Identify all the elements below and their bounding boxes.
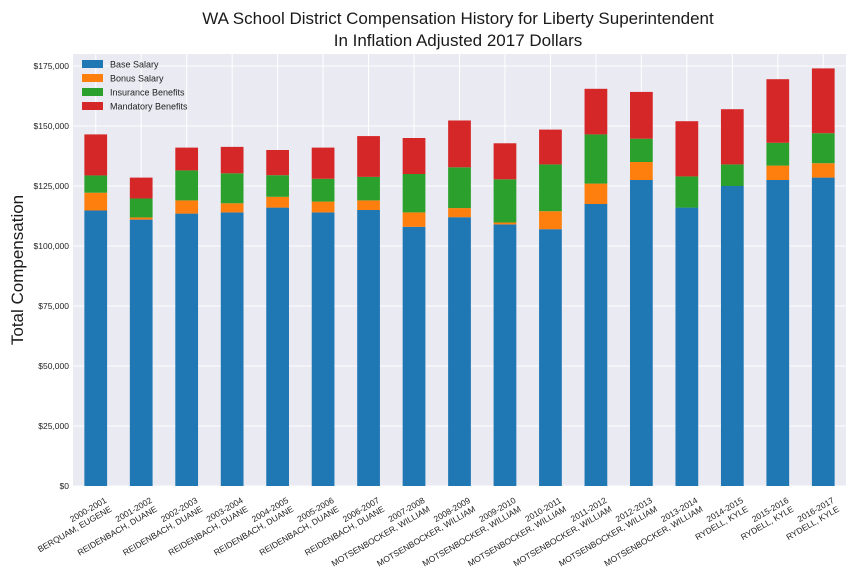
bar-mandatory-benefits-11 bbox=[584, 88, 608, 135]
y-axis-ticks: $0 $25,000 $50,000 $75,000 $100,000 $125,000 $… bbox=[34, 61, 70, 491]
bar-insurance-benefits-6 bbox=[357, 176, 380, 201]
bar-base-salary-10 bbox=[539, 229, 562, 486]
bar-base-salary-2 bbox=[175, 213, 199, 486]
bar-insurance-benefits-5 bbox=[311, 178, 335, 202]
legend-swatch bbox=[82, 102, 103, 110]
bar-bonus-salary-10 bbox=[539, 211, 562, 230]
bar-base-salary-8 bbox=[448, 217, 471, 486]
bar-insurance-benefits-16 bbox=[811, 133, 835, 164]
y-tick-label: $50,000 bbox=[38, 361, 69, 371]
y-tick-label: $175,000 bbox=[34, 61, 70, 71]
y-tick-label: $25,000 bbox=[38, 421, 69, 431]
bar-bonus-salary-15 bbox=[766, 165, 790, 180]
y-tick-label: $100,000 bbox=[34, 241, 70, 251]
bar-bonus-salary-11 bbox=[584, 183, 608, 204]
legend-label: Mandatory Benefits bbox=[110, 102, 188, 112]
bar-mandatory-benefits-14 bbox=[720, 109, 744, 165]
bar-insurance-benefits-12 bbox=[630, 138, 653, 162]
bar-mandatory-benefits-1 bbox=[129, 177, 153, 199]
bar-base-salary-4 bbox=[266, 207, 289, 486]
bar-bonus-salary-0 bbox=[84, 192, 108, 211]
y-tick-label: $150,000 bbox=[34, 121, 70, 131]
bar-mandatory-benefits-9 bbox=[493, 143, 517, 180]
bar-mandatory-benefits-5 bbox=[311, 147, 335, 179]
bar-insurance-benefits-2 bbox=[175, 170, 199, 201]
bar-bonus-salary-8 bbox=[448, 208, 471, 218]
bar-mandatory-benefits-3 bbox=[220, 146, 244, 174]
bar-bonus-salary-7 bbox=[402, 212, 426, 227]
bar-bonus-salary-16 bbox=[811, 163, 835, 178]
legend-label: Base Salary bbox=[110, 60, 159, 70]
bar-mandatory-benefits-10 bbox=[539, 129, 562, 165]
bar-base-salary-5 bbox=[311, 212, 335, 486]
bar-mandatory-benefits-16 bbox=[811, 68, 835, 134]
bar-insurance-benefits-14 bbox=[720, 164, 744, 186]
bar-mandatory-benefits-7 bbox=[402, 138, 426, 174]
y-axis-label: Total Compensation bbox=[8, 195, 27, 345]
legend-label: Insurance Benefits bbox=[110, 88, 185, 98]
bar-insurance-benefits-8 bbox=[448, 167, 471, 209]
bar-bonus-salary-9 bbox=[493, 222, 517, 225]
legend-label: Bonus Salary bbox=[110, 74, 164, 84]
bar-base-salary-16 bbox=[811, 177, 835, 486]
bar-insurance-benefits-7 bbox=[402, 174, 426, 213]
bar-mandatory-benefits-15 bbox=[766, 79, 790, 143]
bar-mandatory-benefits-8 bbox=[448, 120, 471, 168]
bar-insurance-benefits-10 bbox=[539, 164, 562, 212]
bar-bonus-salary-3 bbox=[220, 203, 244, 213]
bar-base-salary-9 bbox=[493, 224, 517, 486]
bar-mandatory-benefits-4 bbox=[266, 150, 289, 176]
y-tick-label: $0 bbox=[60, 481, 70, 491]
legend-swatch bbox=[82, 88, 103, 96]
bar-insurance-benefits-3 bbox=[220, 173, 244, 204]
y-tick-label: $75,000 bbox=[38, 301, 69, 311]
bar-insurance-benefits-13 bbox=[675, 176, 699, 208]
bar-base-salary-6 bbox=[357, 210, 380, 486]
bar-mandatory-benefits-12 bbox=[630, 91, 653, 139]
bars bbox=[84, 68, 835, 487]
bar-bonus-salary-12 bbox=[630, 162, 653, 180]
bar-base-salary-1 bbox=[129, 219, 153, 486]
bar-base-salary-15 bbox=[766, 180, 790, 486]
bar-insurance-benefits-1 bbox=[129, 198, 153, 218]
bar-mandatory-benefits-0 bbox=[84, 134, 108, 176]
chart-title: WA School District Compensation History … bbox=[202, 9, 714, 28]
legend: Base Salary Bonus Salary Insurance Benefit… bbox=[82, 60, 188, 112]
chart-subtitle: In Inflation Adjusted 2017 Dollars bbox=[334, 31, 583, 50]
bar-base-salary-0 bbox=[84, 210, 108, 487]
bar-base-salary-13 bbox=[675, 207, 699, 486]
bar-bonus-salary-1 bbox=[129, 217, 153, 220]
bar-bonus-salary-4 bbox=[266, 196, 289, 208]
bar-mandatory-benefits-13 bbox=[675, 121, 699, 177]
bar-mandatory-benefits-6 bbox=[357, 136, 380, 177]
bar-base-salary-3 bbox=[220, 212, 244, 486]
bar-base-salary-11 bbox=[584, 204, 608, 486]
legend-swatch bbox=[82, 60, 103, 68]
legend-swatch bbox=[82, 74, 103, 82]
bar-base-salary-7 bbox=[402, 226, 426, 487]
bar-mandatory-benefits-2 bbox=[175, 147, 199, 171]
y-tick-label: $125,000 bbox=[34, 181, 70, 191]
bar-base-salary-14 bbox=[720, 186, 744, 486]
bar-insurance-benefits-15 bbox=[766, 142, 790, 166]
bar-insurance-benefits-0 bbox=[84, 175, 108, 193]
bar-bonus-salary-2 bbox=[175, 200, 199, 214]
bar-bonus-salary-6 bbox=[357, 200, 380, 210]
bar-insurance-benefits-9 bbox=[493, 179, 517, 223]
bar-insurance-benefits-11 bbox=[584, 134, 608, 184]
bar-insurance-benefits-4 bbox=[266, 175, 289, 197]
bar-base-salary-12 bbox=[630, 180, 653, 486]
bar-bonus-salary-5 bbox=[311, 201, 335, 213]
